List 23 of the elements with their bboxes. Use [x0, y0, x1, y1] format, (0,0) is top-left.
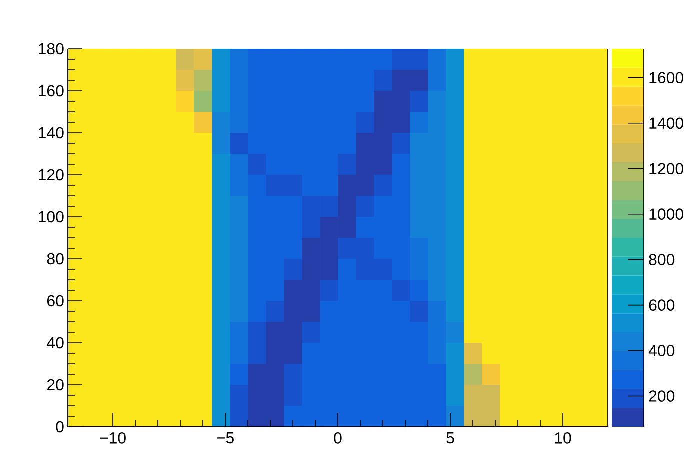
y-tick-label: 160 [39, 85, 64, 97]
color-bar-label: 1200 [650, 163, 684, 175]
color-bar-label: 800 [649, 254, 675, 266]
x-tick-label: −10 [100, 432, 126, 444]
color-bar-label: 200 [649, 390, 675, 402]
x-tick-label: 5 [446, 432, 454, 444]
x-tick-label: 10 [555, 432, 572, 444]
y-tick-label: 40 [47, 337, 64, 349]
y-tick-label: 100 [39, 211, 64, 223]
color-bar-label: 1000 [650, 208, 684, 220]
y-tick-label: 0 [56, 421, 64, 433]
y-tick-label: 60 [47, 295, 64, 307]
color-bar-label: 400 [648, 345, 675, 356]
y-tick-label: 180 [39, 43, 64, 55]
color-bar-label: 600 [649, 300, 675, 311]
y-tick-label: 120 [39, 169, 64, 181]
y-tick-label: 140 [39, 127, 64, 139]
y-tick-label: 20 [47, 379, 64, 391]
color-bar-label: 1600 [650, 72, 684, 84]
color-bar-label: 1400 [650, 118, 684, 130]
x-tick-label: −5 [217, 432, 234, 444]
x-tick-label: 0 [334, 432, 342, 444]
y-tick-label: 80 [47, 253, 64, 265]
